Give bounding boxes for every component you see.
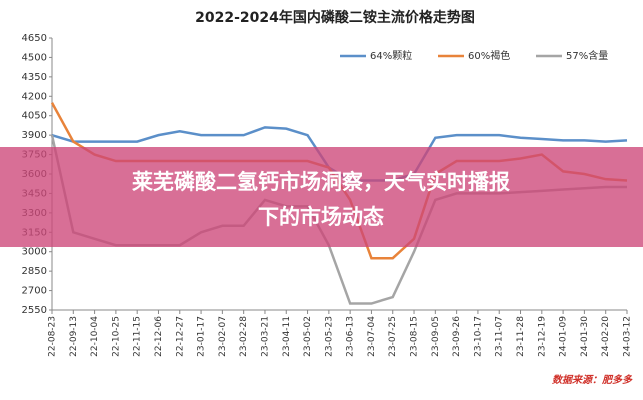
x-tick-label: 22-12-27 — [175, 316, 185, 357]
y-tick-label: 2700 — [22, 286, 47, 297]
banner-line: 下的市场动态 — [258, 205, 384, 229]
legend-label: 57%含量 — [566, 49, 608, 62]
x-tick-label: 24-02-20 — [601, 316, 611, 357]
x-tick-label: 23-05-23 — [324, 316, 334, 357]
x-tick-label: 23-02-28 — [239, 316, 249, 357]
y-tick-label: 2850 — [22, 266, 47, 277]
y-tick-label: 4200 — [22, 91, 47, 102]
x-tick-label: 22-09-13 — [69, 316, 79, 357]
x-tick-label: 23-08-15 — [410, 316, 420, 357]
source: 数据来源：肥多多 — [552, 374, 633, 386]
legend-label: 60%褐色 — [468, 49, 510, 62]
x-tick-label: 23-02-07 — [218, 316, 228, 357]
plot: 2550270028503000315033003450360037503900… — [22, 33, 633, 357]
x-tick-label: 22-11-15 — [133, 316, 143, 357]
y-tick-label: 3000 — [22, 247, 47, 258]
x-tick-label: 23-11-07 — [495, 316, 505, 357]
x-tick-label: 23-06-13 — [346, 316, 356, 357]
x-tick-label: 24-01-09 — [559, 316, 569, 357]
x-tick-label: 23-01-17 — [197, 316, 207, 357]
x-tick-label: 23-07-25 — [388, 316, 398, 357]
chart-title: 2022-2024年国内磷酸二铵主流价格走势图 — [195, 9, 475, 26]
x-tick-label: 22-10-04 — [90, 316, 100, 357]
y-tick-label: 4050 — [22, 111, 47, 122]
x-tick-label: 23-09-26 — [452, 316, 462, 357]
banner-line: 莱芜磷酸二氢钙市场洞察，天气实时播报 — [132, 170, 510, 194]
y-tick-label: 4650 — [22, 33, 47, 44]
banner — [0, 147, 643, 247]
x-tick-label: 22-12-06 — [154, 316, 164, 357]
legend-label: 64%颗粒 — [370, 49, 412, 62]
x-tick-label: 23-07-04 — [367, 316, 377, 357]
y-tick-label: 3900 — [22, 130, 47, 141]
x-tick-label: 23-03-21 — [260, 316, 270, 357]
x-tick-label: 22-08-23 — [48, 316, 58, 357]
x-tick-label: 23-09-05 — [431, 316, 441, 357]
x-tick-label: 24-01-30 — [580, 316, 590, 357]
x-tick-label: 24-03-12 — [623, 316, 633, 357]
y-tick-label: 4500 — [22, 52, 47, 63]
x-tick-label: 23-11-28 — [516, 316, 526, 357]
x-tick-label: 23-12-19 — [537, 316, 547, 357]
y-tick-label: 4350 — [22, 72, 47, 83]
x-tick-label: 22-10-25 — [111, 316, 121, 357]
y-tick-label: 2550 — [22, 305, 47, 316]
x-tick-label: 23-10-17 — [473, 316, 483, 357]
x-tick-label: 23-04-11 — [282, 316, 292, 357]
x-tick-label: 23-05-02 — [303, 316, 313, 357]
